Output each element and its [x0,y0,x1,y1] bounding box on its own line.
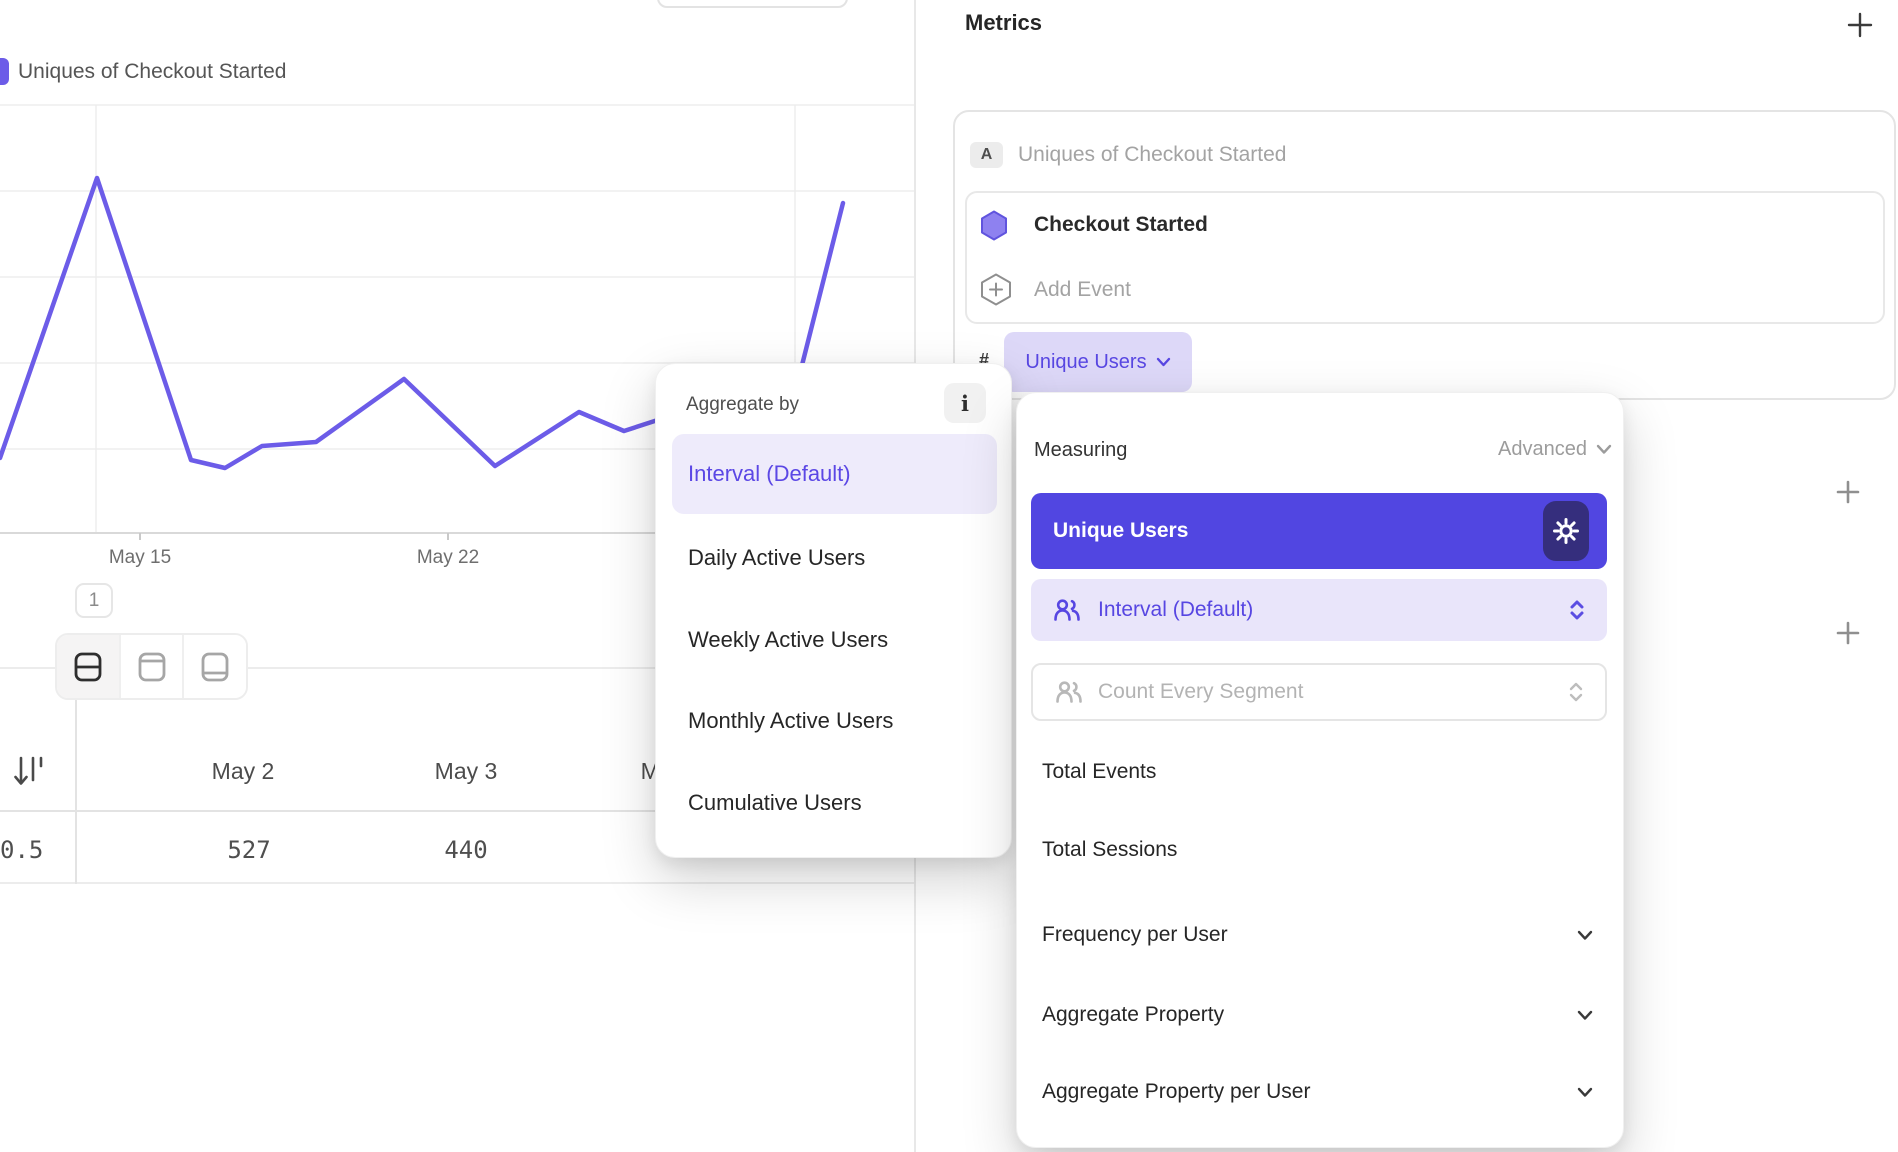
table-bottom-view-button[interactable] [184,635,246,698]
aggregate-option-cumulative[interactable]: Cumulative Users [688,790,862,815]
aggregate-by-popover: Aggregate by i Interval (Default) Daily … [655,363,1012,858]
measure-option-frequency-per-user[interactable]: Frequency per User [1017,910,1623,960]
chevron-down-icon [1577,1010,1593,1021]
hexagon-event-icon [980,210,1008,241]
measurement-hash-prefix: # [979,350,990,370]
interval-segment-row[interactable]: Interval (Default) [1031,579,1607,641]
table-top-view-icon [138,652,165,681]
stepper-chevrons-icon[interactable] [1569,682,1583,702]
event-card: Checkout Started Add Event [965,191,1885,324]
sort-rows-icon [14,756,43,785]
clipped-top-button[interactable] [657,0,848,8]
metric-title-field[interactable]: Uniques of Checkout Started [1018,143,1287,166]
info-button[interactable]: i [944,383,986,423]
add-metric-button[interactable] [1845,10,1875,40]
users-icon [1055,680,1083,704]
measure-option-total-sessions[interactable]: Total Sessions [1042,838,1178,861]
table-bottom-border [0,882,915,884]
add-event-row[interactable]: Add Event [967,258,1883,323]
measuring-title: Measuring [1034,439,1128,461]
table-top-view-button[interactable] [120,635,185,698]
plus-icon [1836,621,1860,645]
table-bottom-view-icon [201,652,229,681]
series-color-chip [0,58,9,85]
aggregate-option-selected[interactable]: Interval (Default) [672,434,997,514]
metric-letter-badge[interactable]: A [970,142,1003,168]
table-column-header[interactable]: May 2 [211,758,275,784]
metric-card: A Uniques of Checkout Started Checkout S… [953,110,1896,400]
split-view-icon [74,652,102,681]
table-row-label-clipped: 0.5 [0,836,44,864]
aggregate-option-monthly[interactable]: Monthly Active Users [688,708,894,733]
add-item-button[interactable] [1833,477,1863,507]
add-event-label: Add Event [1034,277,1131,301]
measure-option-total-events[interactable]: Total Events [1042,760,1157,783]
gear-icon [1553,518,1579,544]
table-cell-value: 527 [227,836,271,864]
measure-option-aggregate-property[interactable]: Aggregate Property [1017,990,1623,1040]
aggregate-by-title: Aggregate by [686,394,800,415]
measuring-popover: Measuring Advanced Unique Users [1016,392,1624,1148]
table-cell-value: 440 [444,836,488,864]
info-icon: i [961,390,969,416]
plus-icon [1847,12,1873,38]
sort-rows-button[interactable] [12,752,48,792]
advanced-mode-selector[interactable]: Advanced [1467,435,1612,463]
aggregate-option-weekly[interactable]: Weekly Active Users [688,627,889,652]
chevron-down-icon [1577,930,1593,941]
aggregate-option-daily[interactable]: Daily Active Users [688,545,866,570]
chart-legend-label[interactable]: Uniques of Checkout Started [18,60,287,83]
chevron-down-icon [1577,1087,1593,1098]
stepper-chevrons-icon[interactable] [1569,599,1585,621]
metrics-panel-title: Metrics [965,10,1043,35]
chevron-down-icon [1156,357,1170,367]
event-name: Checkout Started [1034,213,1208,237]
plus-icon [1836,480,1860,504]
users-icon [1053,598,1081,622]
measurement-selector-pill[interactable]: Unique Users [1004,332,1192,392]
split-view-button[interactable] [57,635,121,698]
frozen-column-divider [75,700,77,884]
table-header-divider [0,810,915,812]
measure-settings-button[interactable] [1543,501,1589,561]
x-axis-label: May 15 [108,547,172,568]
x-axis-label: May 22 [416,547,480,568]
module-divider [0,667,915,669]
chevron-down-icon [1596,444,1612,454]
series-count-badge[interactable]: 1 [75,583,113,618]
event-row-checkout-started[interactable]: Checkout Started [967,193,1883,258]
measurement-pill-label: Unique Users [1025,350,1147,373]
measure-option-aggregate-property-per-user[interactable]: Aggregate Property per User [1017,1067,1623,1117]
layout-toggle-group [55,633,248,700]
hexagon-plus-icon [980,273,1012,306]
table-column-header[interactable]: May 3 [434,758,498,784]
count-every-segment-row[interactable]: Count Every Segment [1031,663,1607,721]
measure-unique-users-selected[interactable]: Unique Users [1031,493,1607,569]
add-item-button[interactable] [1833,618,1863,648]
